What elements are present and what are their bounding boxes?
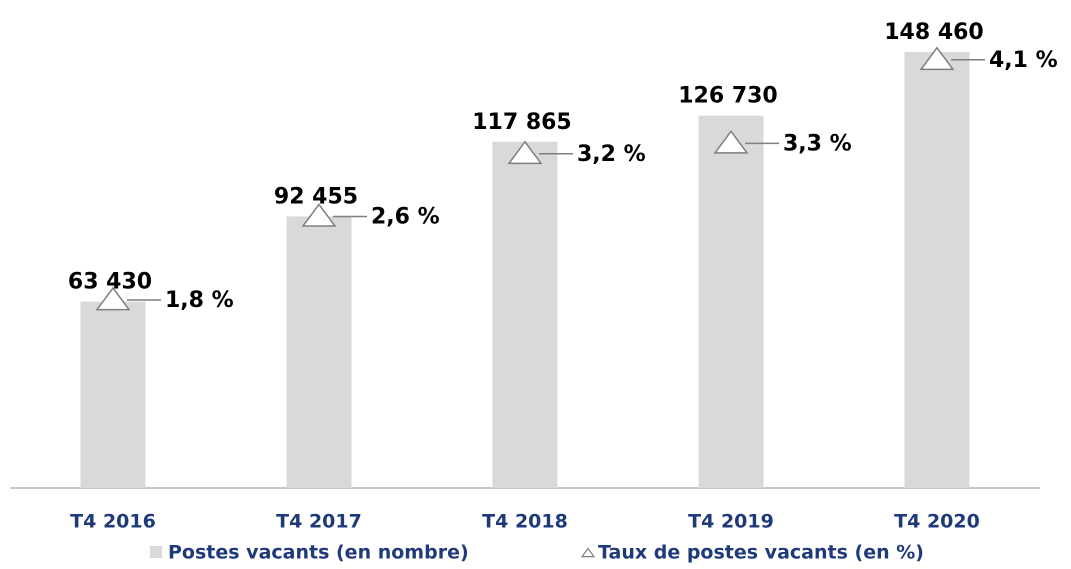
rate-label: 1,8 %: [165, 288, 234, 313]
rate-marker: [713, 130, 749, 154]
bar: [698, 115, 764, 488]
bar: [286, 216, 352, 488]
bar: [80, 301, 146, 488]
legend-swatch: [580, 547, 596, 558]
bar: [904, 51, 970, 489]
x-tick-label: T4 2016: [70, 511, 156, 533]
bar-label: 92 455: [274, 184, 358, 209]
rate-marker: [95, 286, 131, 311]
x-tick-label: T4 2019: [688, 511, 774, 533]
rate-label: 2,6 %: [371, 204, 440, 229]
rate-marker: [919, 46, 955, 71]
bar-label: 148 460: [884, 20, 984, 45]
legend-label: Taux de postes vacants (en %): [598, 542, 924, 564]
rate-marker: [301, 203, 337, 227]
rate-label: 4,1 %: [989, 48, 1058, 73]
rate-marker: [507, 140, 543, 165]
rate-label: 3,3 %: [783, 131, 852, 156]
legend-swatch: [150, 546, 162, 558]
legend-label: Postes vacants (en nombre): [168, 542, 469, 564]
bar: [492, 141, 558, 489]
rate-label: 3,2 %: [577, 142, 646, 167]
bar-label: 126 730: [678, 84, 778, 109]
bar-label: 117 865: [472, 110, 572, 135]
x-tick-label: T4 2018: [482, 511, 568, 533]
bar-label: 63 430: [68, 270, 152, 295]
x-tick-label: T4 2017: [276, 511, 362, 533]
x-tick-label: T4 2020: [894, 511, 980, 533]
